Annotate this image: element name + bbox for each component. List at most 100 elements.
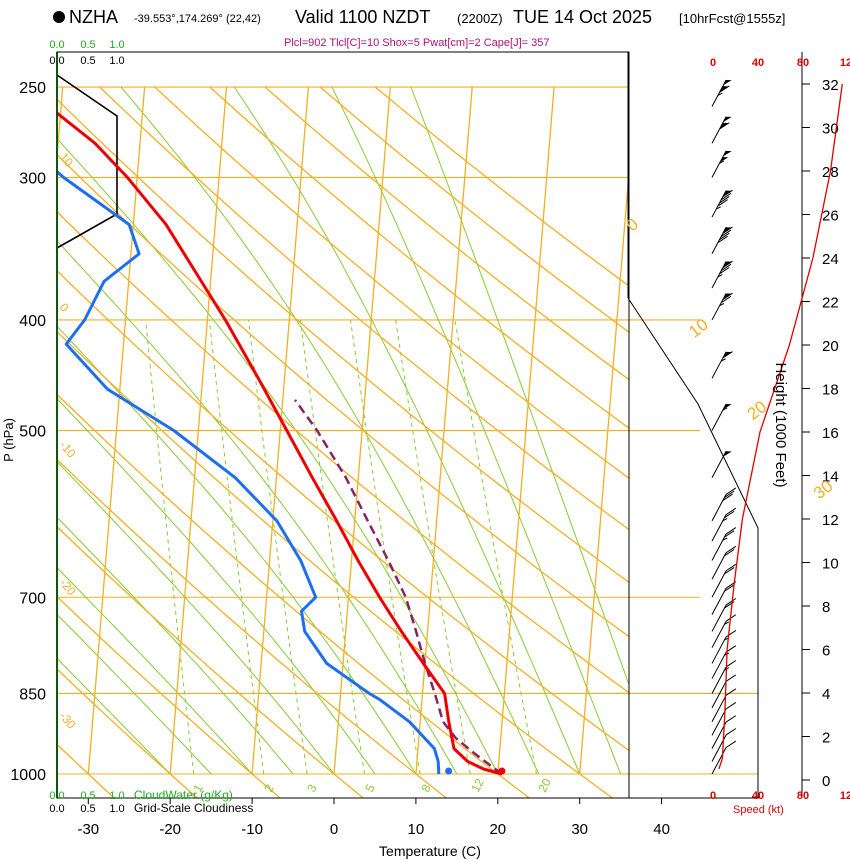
height-tick-label: 10 <box>822 556 839 573</box>
isotherm-label: -20 <box>57 576 79 599</box>
surface-temperature-marker <box>498 767 506 775</box>
cloudiness-axis-label: Grid-Scale Cloudiness <box>134 801 253 815</box>
wind-barb <box>711 740 737 775</box>
height-tick-label: 4 <box>822 686 830 703</box>
mixing-ratio-label: 2 <box>261 782 277 795</box>
temperature-tick-label: -10 <box>241 821 263 838</box>
moist-adiabat <box>57 460 335 775</box>
moist-adiabat <box>120 86 540 775</box>
cloudiness-tick-top: 0.5 <box>80 55 95 67</box>
cloudwater-tick-top: 0.5 <box>80 39 95 51</box>
isotherm-label: 10 <box>57 150 77 169</box>
cloudiness-tick-bottom: 1.0 <box>109 803 124 815</box>
speed-tick-bottom: 12 <box>840 790 850 802</box>
wind-barb <box>711 292 733 321</box>
speed-tick-top: 80 <box>797 57 809 69</box>
plot-frame <box>56 51 630 799</box>
moist-adiabat <box>57 516 294 775</box>
height-tick-label: 16 <box>822 425 839 442</box>
dry-adiabat <box>209 86 629 430</box>
wind-barb <box>711 260 733 289</box>
wind-barb <box>711 702 737 736</box>
surface-dewpoint-marker <box>445 767 453 775</box>
isotherm-line <box>87 86 146 775</box>
y-axis-label: P (hPa) <box>1 418 16 462</box>
height-tick-label: 30 <box>822 121 839 138</box>
moist-adiabat <box>331 86 622 775</box>
dry-adiabat <box>57 269 629 752</box>
height-tick-label: 26 <box>822 208 839 225</box>
dry-adiabat <box>154 86 629 480</box>
cloud-axis-bottom: 0.0 0.5 1.0 0.0 0.5 1.0 CloudWater (g/Kg)Grid-… <box>49 788 253 815</box>
valid-time: Valid 1100 NZDT <box>295 7 431 27</box>
moist-adiabat <box>57 566 253 775</box>
tropopause-boundary <box>627 297 759 798</box>
dry-adiabat <box>57 330 613 798</box>
wind-barb <box>711 116 732 144</box>
moist-adiabat <box>57 325 417 775</box>
station-marker <box>53 11 65 23</box>
wind-barb <box>711 403 732 431</box>
height-tick-label: 8 <box>822 599 830 616</box>
valid-date: TUE 14 Oct 2025 <box>513 7 653 27</box>
wind-speed-profile <box>718 83 843 770</box>
forecast-info: [10hrFcst@1555z] <box>679 11 786 26</box>
dry-adiabat <box>264 86 629 381</box>
isotherm-label: -10 <box>57 438 79 461</box>
dry-adiabat <box>57 98 629 584</box>
height-tick-label: 6 <box>822 643 830 660</box>
cloudiness-tick-bottom: 0.5 <box>80 803 95 815</box>
mixing-ratio-label: 5 <box>362 782 378 795</box>
speed-tick-top: 0 <box>710 57 716 69</box>
moist-adiabat <box>57 657 171 775</box>
mixing-ratio-line <box>208 319 265 775</box>
adiabat-label: 20 <box>744 397 771 424</box>
speed-tick-bottom: 40 <box>752 790 764 802</box>
moist-adiabat <box>233 86 581 775</box>
station-coords: -39.553°,174.269° (22,42) <box>134 13 261 25</box>
isotherm-line <box>497 86 555 775</box>
height-tick-label: 18 <box>822 382 839 399</box>
cloud-axis-top: 0.0 0.5 1.0 0.0 0.5 1.0 <box>49 39 124 67</box>
wind-barb <box>711 150 732 178</box>
dry-adiabat <box>57 595 281 798</box>
mixing-ratio-line <box>145 319 195 775</box>
temperature-tick-label: -30 <box>77 821 99 838</box>
dry-adiabat <box>319 86 629 334</box>
adiabat-label: 0 <box>623 214 642 235</box>
pressure-tick-label: 1000 <box>10 767 46 784</box>
wind-barb <box>711 674 737 709</box>
dry-adiabat <box>99 86 629 531</box>
isotherm-line <box>169 86 228 775</box>
height-tick-label: 0 <box>822 773 830 790</box>
pressure-tick-label: 700 <box>19 590 46 607</box>
dewpoint-profile <box>57 169 441 775</box>
cloudwater-tick-bottom: 0.0 <box>49 790 64 802</box>
valid-zulu: (2200Z) <box>457 11 503 26</box>
wind-barb <box>711 351 733 379</box>
mixing-ratio-line <box>299 319 365 775</box>
temperature-profile <box>57 111 503 776</box>
cloudiness-tick-bottom: 0.0 <box>49 803 64 815</box>
cloudwater-tick-top: 1.0 <box>109 39 124 51</box>
dry-adiabat <box>57 210 629 694</box>
pressure-tick-label: 250 <box>19 80 46 97</box>
isotherm-line <box>744 87 800 774</box>
isotherm-line <box>251 86 310 775</box>
speed-tick-bottom: 80 <box>797 790 809 802</box>
cloudiness-tick-top: 0.0 <box>49 55 64 67</box>
speed-tick-bottom: 0 <box>710 790 716 802</box>
mixing-ratio-line <box>248 319 308 775</box>
wind-barb <box>711 688 737 723</box>
height-tick-label: 24 <box>822 251 839 268</box>
height-tick-label: 22 <box>822 295 839 312</box>
station-id: NZHA <box>69 7 118 27</box>
temperature-tick-label: -20 <box>159 821 181 838</box>
isotherm-line <box>415 86 473 775</box>
height-axis-label: Height (1000 Feet) <box>772 362 789 487</box>
cloudwater-tick-top: 0.0 <box>49 39 64 51</box>
wind-barb <box>711 527 737 561</box>
height-tick-label: 12 <box>822 512 839 529</box>
mixing-ratio-label: 3 <box>304 782 320 795</box>
